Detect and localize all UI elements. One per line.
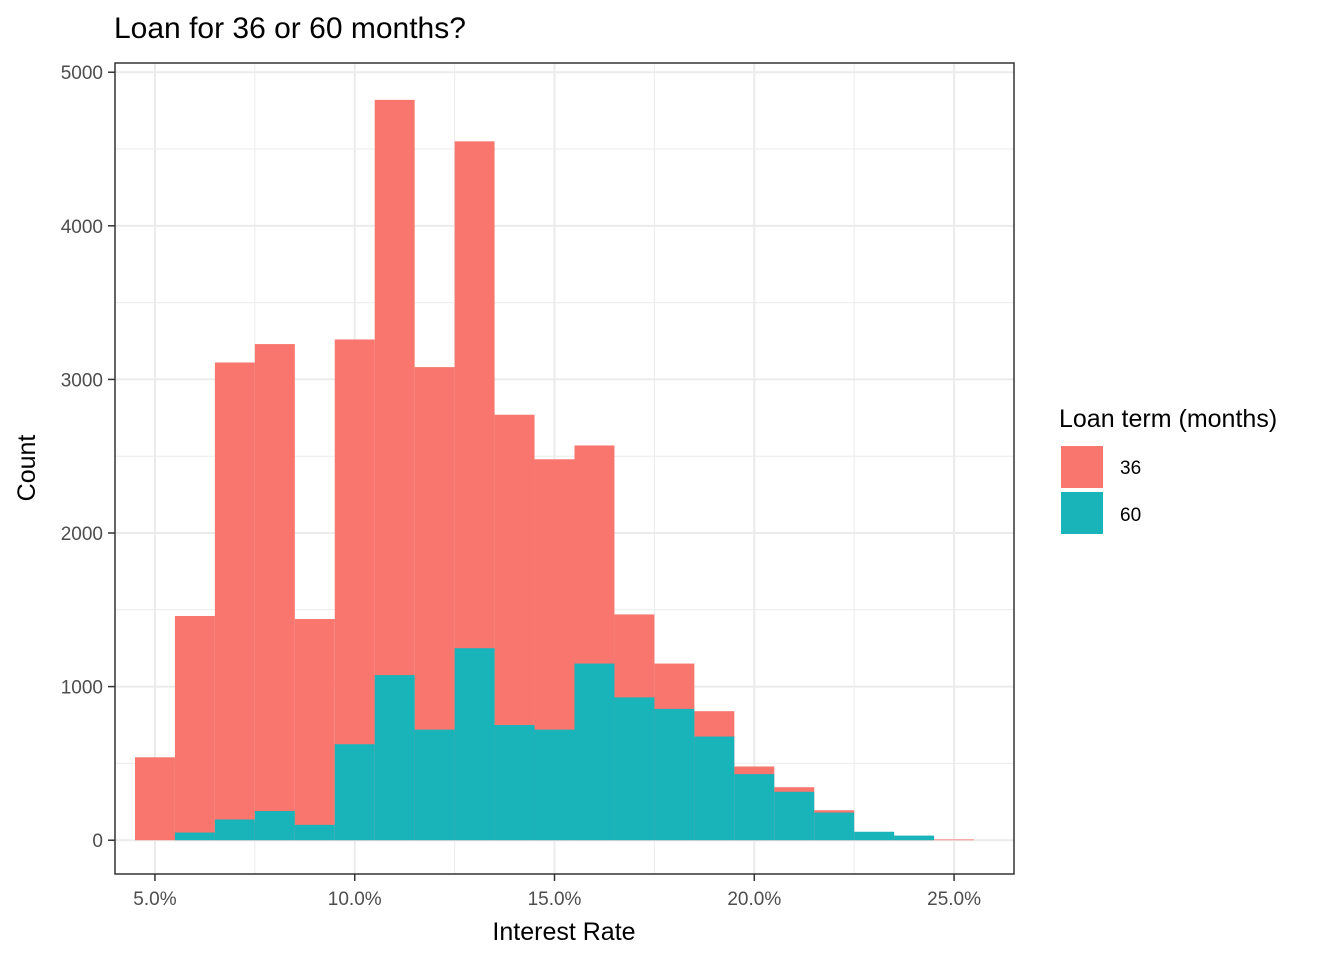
legend-key-60 [1061,492,1103,534]
bar-60-month-bin [734,774,775,841]
y-axis: 0 1000 2000 3000 4000 5000 [61,63,115,852]
bar-60-month-bin [534,729,575,841]
x-tick-label: 10.0% [328,889,382,910]
bar-60-month-bin [454,648,495,841]
y-tick-label: 4000 [61,217,103,238]
bar-60-month-bin [494,725,535,841]
chart-title: Loan for 36 or 60 months? [114,12,466,45]
bar-60-month-bin [574,663,615,841]
y-axis-title: Count [13,435,41,502]
y-tick-label: 0 [92,831,103,852]
bar-60-month-bin [694,736,735,841]
legend-label-60: 60 [1120,505,1141,526]
x-tick-label: 5.0% [133,889,176,910]
bar-60-month-bin [214,819,255,841]
x-tick-label: 25.0% [927,889,981,910]
y-tick-label: 5000 [61,63,103,84]
bar-36-month-bin [934,839,975,841]
y-tick-label: 3000 [61,370,103,391]
x-axis-title: Interest Rate [492,918,635,946]
x-tick-label: 20.0% [727,889,781,910]
bar-60-month-bin [414,729,455,841]
legend-key-36 [1061,446,1103,488]
bar-60-month-bin [374,675,415,841]
y-tick-label: 1000 [61,678,103,699]
bar-60-month-bin [894,835,935,841]
bar-60-month-bin [174,832,215,841]
bar-36-month-bin [254,344,295,841]
panel-border [114,62,1015,875]
bar-36-month-bin [294,619,335,841]
bar-60-month-bin [854,831,895,841]
legend: Loan term (months) 36 60 [1059,405,1277,534]
y-tick-label: 2000 [61,524,103,545]
bars-series-60 [174,648,935,841]
plot-panel [114,62,1015,875]
bar-60-month-bin [654,708,695,841]
x-tick-label: 15.0% [528,889,582,910]
bar-60-month-bin [254,811,295,841]
legend-label-36: 36 [1120,458,1141,479]
bar-60-month-bin [294,824,335,841]
bar-36-month-bin [214,362,255,841]
bar-60-month-bin [774,791,815,841]
bar-60-month-bin [614,697,655,841]
bar-36-month-bin [134,757,175,841]
bar-60-month-bin [334,744,375,841]
bar-60-month-bin [814,812,855,841]
legend-title: Loan term (months) [1059,405,1277,433]
bar-36-month-bin [174,615,215,841]
x-axis: 5.0% 10.0% 15.0% 20.0% 25.0% [133,874,981,910]
